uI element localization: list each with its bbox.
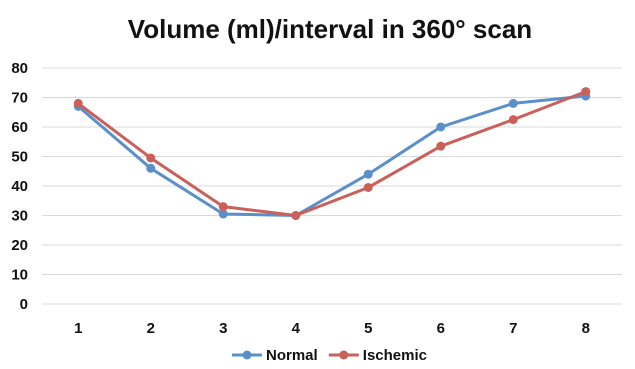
series-lines	[73, 87, 591, 220]
y-tick-label: 50	[11, 149, 28, 166]
x-tick-label: 8	[582, 320, 590, 337]
x-tick-label: 5	[364, 320, 372, 337]
y-tick-label: 20	[11, 237, 28, 254]
data-point-normal	[436, 122, 446, 132]
y-axis-ticks: 0 10 20 30 40 50 60 70 80	[11, 60, 28, 313]
data-point-ischemic	[218, 202, 228, 212]
y-tick-label: 60	[11, 119, 28, 136]
x-tick-label: 6	[437, 320, 445, 337]
legend-label-ischemic: Ischemic	[363, 347, 427, 364]
data-point-ischemic	[73, 98, 83, 108]
series-line-ischemic	[77, 90, 587, 217]
legend-marker-normal	[242, 350, 252, 360]
x-tick-label: 2	[147, 320, 155, 337]
data-point-ischemic	[146, 153, 156, 163]
data-point-ischemic	[581, 87, 591, 97]
y-tick-label: 10	[11, 267, 28, 284]
data-point-normal	[146, 163, 156, 173]
data-point-ischemic	[436, 141, 446, 151]
chart-title: Volume (ml)/interval in 360° scan	[128, 14, 532, 44]
legend: Normal Ischemic	[232, 347, 427, 364]
data-point-normal	[218, 209, 228, 219]
data-point-normal	[363, 169, 373, 179]
y-tick-label: 0	[20, 296, 28, 313]
y-tick-label: 30	[11, 208, 28, 225]
x-axis-ticks: 1 2 3 4 5 6 7 8	[74, 320, 590, 337]
data-point-ischemic	[291, 211, 301, 220]
data-point-ischemic	[508, 115, 518, 125]
x-tick-label: 3	[219, 320, 227, 337]
x-tick-label: 7	[509, 320, 517, 337]
legend-marker-ischemic	[339, 350, 349, 360]
y-tick-label: 40	[11, 178, 28, 195]
y-tick-label: 70	[11, 90, 28, 107]
x-tick-label: 4	[292, 320, 301, 337]
data-point-ischemic	[363, 182, 373, 192]
data-point-normal	[508, 98, 518, 108]
x-tick-label: 1	[74, 320, 82, 337]
series-line-normal	[77, 94, 586, 217]
y-tick-label: 80	[11, 60, 28, 77]
legend-label-normal: Normal	[266, 347, 318, 364]
gridlines	[42, 67, 622, 305]
